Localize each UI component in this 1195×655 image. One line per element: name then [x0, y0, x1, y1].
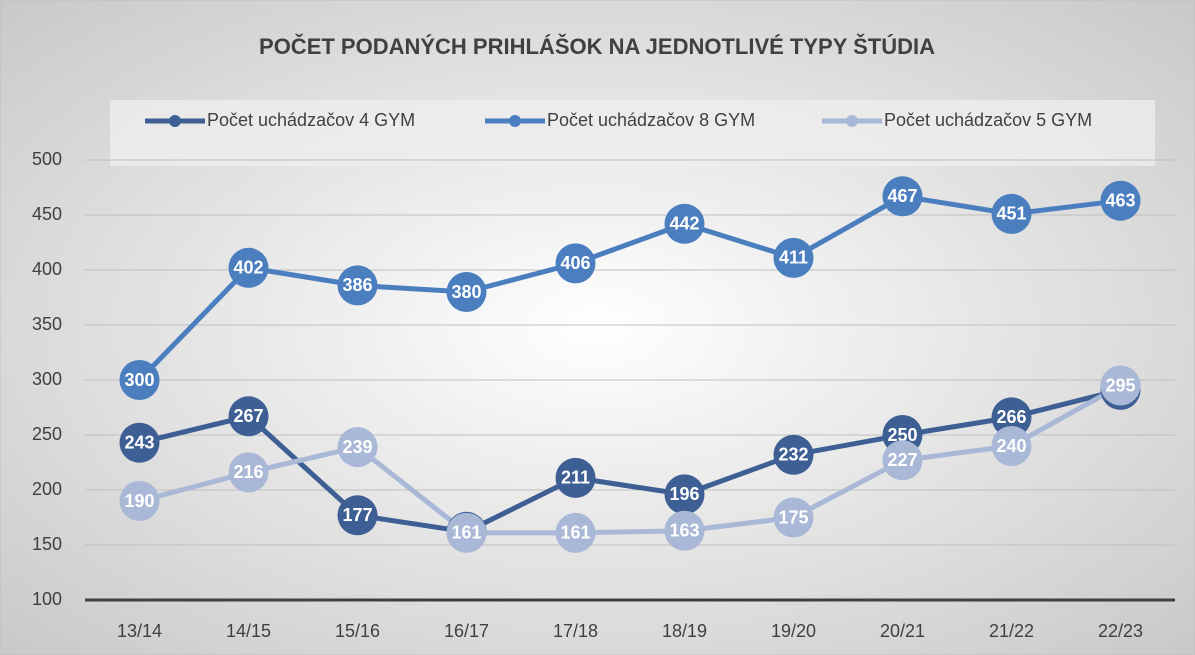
data-label: 295 — [1105, 375, 1135, 395]
data-label: 163 — [669, 520, 699, 540]
point — [119, 481, 160, 521]
x-tick-label: 19/20 — [771, 621, 816, 641]
x-tick-label: 18/19 — [662, 621, 707, 641]
data-label: 240 — [996, 436, 1026, 456]
point — [773, 497, 814, 538]
data-label: 232 — [778, 445, 808, 465]
y-tick-label: 350 — [32, 314, 62, 334]
legend-marker — [169, 115, 181, 127]
point — [773, 434, 814, 475]
point — [337, 265, 378, 306]
point — [337, 427, 378, 468]
point — [119, 422, 160, 463]
x-tick-label: 17/18 — [553, 621, 598, 641]
data-label: 451 — [996, 204, 1026, 224]
data-label: 402 — [233, 258, 263, 278]
y-tick-label: 400 — [32, 259, 62, 279]
x-tick-label: 21/22 — [989, 621, 1034, 641]
y-tick-label: 450 — [32, 204, 62, 224]
data-label: 267 — [233, 406, 263, 426]
point — [555, 243, 596, 284]
data-label: 196 — [669, 484, 699, 504]
point — [991, 426, 1032, 466]
point — [1100, 365, 1141, 406]
point — [555, 512, 596, 553]
data-label: 463 — [1105, 190, 1135, 210]
data-label: 175 — [778, 507, 808, 527]
data-label: 467 — [887, 186, 917, 206]
y-tick-label: 100 — [32, 589, 62, 609]
point — [555, 457, 596, 498]
point — [664, 474, 705, 515]
y-tick-label: 200 — [32, 479, 62, 499]
data-label: 243 — [124, 432, 154, 452]
y-tick-label: 250 — [32, 424, 62, 444]
data-label: 161 — [560, 523, 590, 543]
x-tick-label: 22/23 — [1098, 621, 1143, 641]
point — [882, 440, 923, 481]
data-label: 190 — [124, 491, 154, 511]
data-label: 406 — [560, 253, 590, 273]
point — [228, 247, 269, 288]
chart-title: POČET PODANÝCH PRIHLÁŠOK NA JEDNOTLIVÉ T… — [259, 34, 935, 59]
point — [991, 193, 1032, 234]
data-label: 266 — [996, 407, 1026, 427]
series-line — [137, 193, 1121, 382]
y-tick-label: 500 — [32, 149, 62, 169]
point — [228, 396, 269, 437]
legend-label: Počet uchádzačov 5 GYM — [884, 110, 1092, 130]
series-line — [138, 387, 1122, 535]
legend-marker — [846, 115, 858, 127]
data-label: 380 — [451, 282, 481, 302]
legend-box — [110, 100, 1155, 166]
point — [773, 237, 814, 278]
point — [337, 495, 378, 536]
point — [664, 203, 705, 244]
y-tick-label: 150 — [32, 534, 62, 554]
point — [664, 510, 705, 551]
x-tick-label: 16/17 — [444, 621, 489, 641]
point — [119, 360, 160, 400]
legend-label: Počet uchádzačov 4 GYM — [207, 110, 415, 130]
x-tick-label: 13/14 — [117, 621, 162, 641]
data-label: 250 — [887, 425, 917, 445]
data-label: 216 — [233, 462, 263, 482]
data-label: 211 — [561, 468, 590, 488]
data-label: 239 — [342, 437, 372, 457]
legend-label: Počet uchádzačov 8 GYM — [547, 110, 755, 130]
x-tick-label: 14/15 — [226, 621, 271, 641]
x-tick-label: 15/16 — [335, 621, 380, 641]
point — [228, 452, 269, 493]
point — [991, 397, 1032, 438]
data-label: 177 — [342, 505, 372, 525]
data-label: 386 — [342, 275, 372, 295]
data-label: 227 — [887, 450, 917, 470]
point — [446, 512, 487, 553]
data-label: 442 — [669, 214, 699, 234]
data-label: 300 — [124, 370, 154, 390]
point — [446, 272, 487, 312]
x-tick-label: 20/21 — [880, 621, 925, 641]
point — [882, 176, 923, 217]
legend-marker — [509, 115, 521, 127]
data-label: 161 — [451, 523, 481, 543]
point — [1100, 180, 1141, 221]
data-label: 411 — [779, 248, 808, 268]
series-line — [138, 383, 1122, 536]
y-tick-label: 300 — [32, 369, 62, 389]
